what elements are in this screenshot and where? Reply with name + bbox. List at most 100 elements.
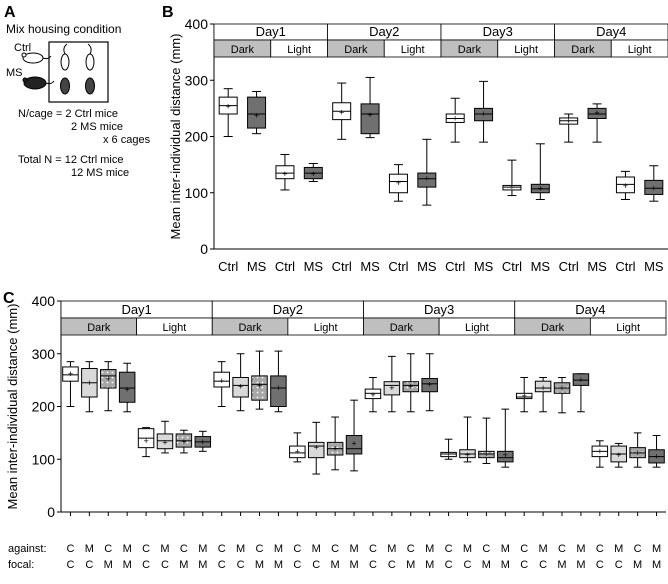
day-header-label-3: Day3 — [483, 24, 513, 39]
box-day2-dark-2 — [232, 376, 249, 398]
box-day3-dark-4 — [421, 378, 438, 393]
x-tick-label-day2-dark-1: Ctrl — [332, 259, 352, 274]
phase-label-dark-day2: Dark — [238, 322, 262, 334]
box-day4-light-3-mean: + — [635, 448, 640, 458]
phase-label-dark-day4: Dark — [541, 322, 565, 334]
box-day4-dark-2 — [534, 380, 552, 393]
focal-label-day4-dark-1: C — [520, 559, 528, 571]
against-label-day4-dark-4: M — [576, 543, 585, 555]
box-day3-light-1-mean: + — [446, 449, 451, 459]
box-day2-dark-1-mean: + — [219, 376, 224, 386]
phase-label-dark-day3: Dark — [390, 322, 414, 334]
phase-label-light-day1: Light — [287, 44, 311, 56]
box-day1-light-2 — [156, 433, 174, 450]
against-label-day1-dark-2: M — [85, 543, 94, 555]
phase-label-light-day3: Light — [514, 44, 538, 56]
focal-label-day1-light-4: M — [198, 559, 207, 571]
box-day1-dark-3 — [100, 369, 117, 389]
cage-ctrl-mice — [60, 43, 95, 71]
x-tick-label-day3-light-2: MS — [531, 259, 551, 274]
focal-label-day4-light-1: C — [596, 559, 604, 571]
box-day2-dark-2-mean: + — [238, 381, 243, 391]
box-day3-dark-4-mean: + — [427, 379, 432, 389]
box-day3-dark-3-mean: + — [408, 381, 413, 391]
against-label-day4-light-2: M — [614, 543, 623, 555]
box-day1-dark-4-mean: + — [125, 385, 130, 395]
box-day2-light-2 — [417, 172, 437, 188]
against-label-day4-light-1: C — [596, 543, 604, 555]
focal-label-day1-dark-1: C — [66, 559, 74, 571]
box-day3-light-4-mean: + — [503, 450, 508, 460]
focal-row-title: focal: — [8, 559, 34, 571]
box-day3-dark-1-mean: + — [453, 114, 458, 124]
focal-label-day2-dark-3: M — [255, 559, 264, 571]
focal-label-day2-dark-2: C — [237, 559, 245, 571]
against-label-day3-dark-1: C — [369, 543, 377, 555]
x-tick-label-day1-dark-2: MS — [247, 259, 267, 274]
x-tick-label-day1-dark-1: Ctrl — [218, 259, 238, 274]
against-label-day2-dark-2: M — [236, 543, 245, 555]
box-day4-dark-1-mean: + — [566, 116, 571, 126]
white-mouse-icon — [21, 52, 52, 64]
box-day3-dark-2 — [474, 107, 494, 122]
n-per-cage-line: N/cage = 2 Ctrl mice — [18, 108, 118, 120]
box-day1-dark-1-mean: + — [68, 369, 73, 379]
box-day3-light-1 — [502, 184, 522, 191]
x-tick-label-day4-dark-2: MS — [587, 259, 607, 274]
x-tick-label-day2-light-2: MS — [417, 259, 437, 274]
box-day1-dark-1 — [62, 366, 79, 382]
box-day1-dark-1-mean: + — [226, 102, 231, 112]
box-day3-dark-1-mean: + — [370, 390, 375, 400]
box-day3-dark-2-mean: + — [481, 109, 486, 119]
box-day3-light-2-mean: + — [538, 183, 543, 193]
against-label-day2-dark-1: C — [218, 543, 226, 555]
against-label-day2-light-1: C — [293, 543, 301, 555]
box-day4-light-2 — [644, 179, 664, 195]
box-day3-light-2-mean: + — [465, 450, 470, 460]
box-day4-light-1-mean: + — [597, 446, 602, 456]
against-label-day2-light-3: C — [331, 543, 339, 555]
box-day3-dark-2-mean: + — [389, 383, 394, 393]
ctrl-label: Ctrl — [14, 42, 31, 54]
box-day4-dark-1-mean: + — [522, 391, 527, 401]
phase-band-light-day4 — [610, 39, 668, 58]
against-label-day1-light-2: M — [160, 543, 169, 555]
x-tick-label-day4-light-2: MS — [644, 259, 664, 274]
box-day2-dark-2 — [360, 103, 380, 135]
box-day3-light-3 — [478, 450, 495, 459]
against-label-day3-dark-3: C — [407, 543, 415, 555]
box-day2-light-1 — [289, 445, 306, 459]
y-tick-label-3: 300 — [32, 346, 56, 362]
focal-label-day3-light-3: M — [482, 559, 491, 571]
x-tick-label-day3-light-1: Ctrl — [502, 259, 522, 274]
against-label-day3-light-1: C — [445, 543, 453, 555]
against-label-day3-light-2: M — [463, 543, 472, 555]
box-day2-dark-2-mean: + — [367, 110, 372, 120]
phase-label-light-day4: Light — [616, 322, 640, 334]
phase-label-dark-day4: Dark — [571, 44, 595, 56]
panel-a-label: A — [4, 4, 16, 21]
against-label-day3-light-3: C — [482, 543, 490, 555]
day-header-label-4: Day4 — [596, 24, 626, 39]
against-label-day4-dark-1: C — [520, 543, 528, 555]
box-day4-dark-4 — [572, 373, 590, 386]
y-tick-label-4: 400 — [32, 293, 56, 309]
box-day1-dark-4 — [118, 371, 136, 403]
focal-label-day3-dark-3: M — [406, 559, 415, 571]
cage-box — [48, 41, 109, 103]
day-header-label-1: Day1 — [256, 24, 286, 39]
focal-label-day1-light-1: C — [142, 559, 150, 571]
box-day2-dark-4-mean: + — [276, 383, 281, 393]
box-day2-dark-3 — [251, 375, 268, 401]
box-day1-light-1-mean: + — [282, 169, 287, 179]
box-day2-dark-1-mean: + — [339, 107, 344, 117]
box-day2-light-1-mean: + — [295, 446, 300, 456]
focal-label-day4-dark-3: M — [557, 559, 566, 571]
y-tick-label-0: 0 — [47, 504, 55, 520]
phase-label-light-day4: Light — [628, 44, 652, 56]
box-day3-dark-3 — [402, 381, 420, 393]
y-tick-label-3: 300 — [185, 72, 209, 88]
focal-label-day4-light-4: M — [652, 559, 661, 571]
panel-b-label: B — [162, 4, 174, 21]
